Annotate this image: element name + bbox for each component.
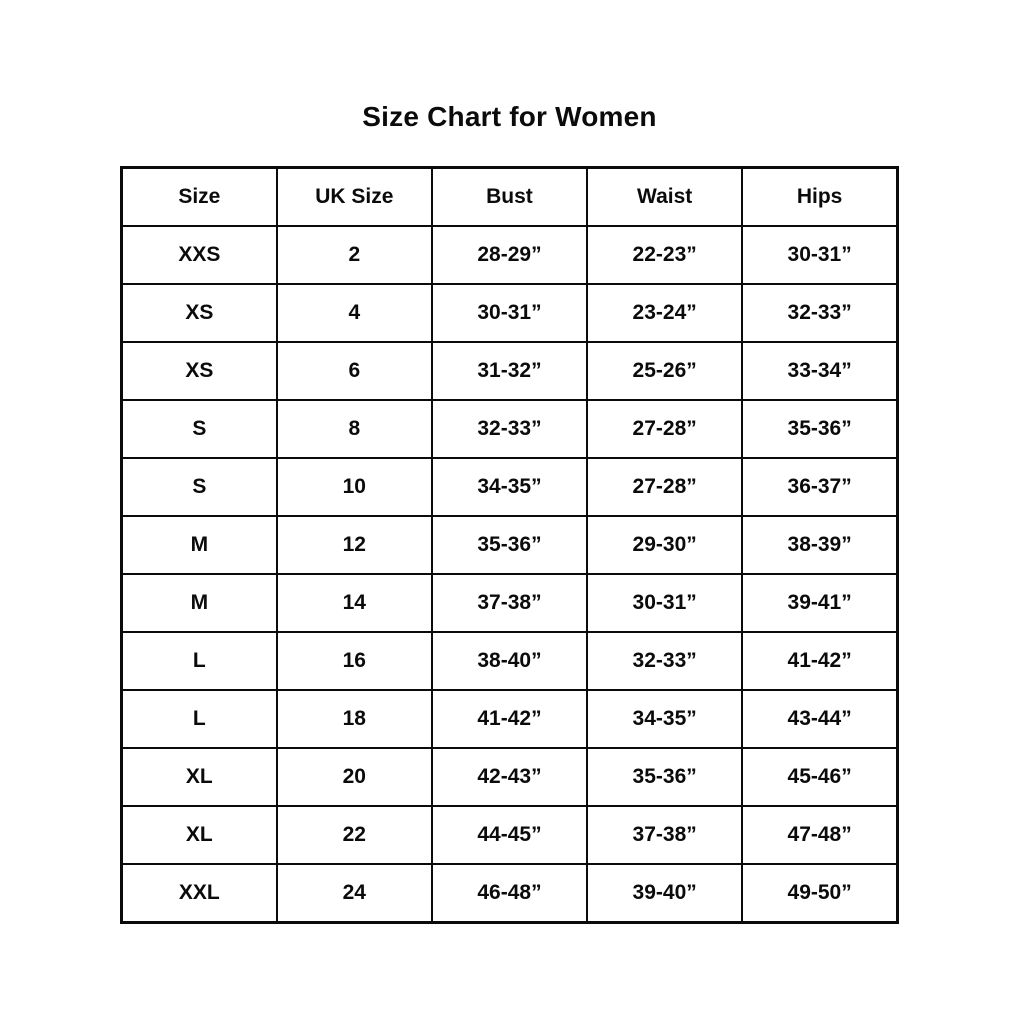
table-cell: 25-26” (586, 341, 744, 401)
table-row: XS 4 30-31” 23-24” 32-33” (120, 283, 899, 343)
table-cell: 44-45” (430, 805, 589, 865)
table-cell: L (120, 631, 278, 691)
table-cell: 2 (275, 225, 433, 285)
table-cell: 38-39” (741, 515, 899, 575)
table-cell: 47-48” (741, 805, 899, 865)
table-cell: 27-28” (586, 399, 744, 459)
table-cell: 35-36” (586, 747, 744, 807)
table-cell: 36-37” (741, 457, 899, 517)
table-cell: 37-38” (586, 805, 744, 865)
table-cell: 10 (275, 457, 433, 517)
table-cell: 22-23” (586, 225, 744, 285)
table-row: M 14 37-38” 30-31” 39-41” (120, 573, 899, 633)
table-body: XXS 2 28-29” 22-23” 30-31” XS 4 30-31” 23-24” 32-… (120, 225, 899, 924)
table-row: L 18 41-42” 34-35” 43-44” (120, 689, 899, 749)
table-cell: XXL (120, 863, 278, 924)
table-cell: 32-33” (586, 631, 744, 691)
column-header-hips: Hips (741, 166, 899, 227)
table-cell: 49-50” (741, 863, 899, 924)
table-cell: 30-31” (430, 283, 589, 343)
table-cell: 24 (275, 863, 433, 924)
table-cell: 43-44” (741, 689, 899, 749)
column-header-waist: Waist (586, 166, 744, 227)
table-cell: 37-38” (430, 573, 589, 633)
column-header-bust: Bust (430, 166, 589, 227)
size-chart-table: Size UK Size Bust Waist Hips XXS 2 28-29” 2… (120, 166, 899, 924)
table-cell: 30-31” (586, 573, 744, 633)
table-cell: 33-34” (741, 341, 899, 401)
table-row: XS 6 31-32” 25-26” 33-34” (120, 341, 899, 401)
table-cell: 39-40” (586, 863, 744, 924)
column-header-uk-size: UK Size (275, 166, 433, 227)
size-chart-container: Size Chart for Women Size UK Size Bust W… (120, 98, 899, 924)
table-cell: 39-41” (741, 573, 899, 633)
table-cell: 32-33” (430, 399, 589, 459)
table-cell: 34-35” (586, 689, 744, 749)
table-row: S 10 34-35” 27-28” 36-37” (120, 457, 899, 517)
table-cell: S (120, 399, 278, 459)
table-cell: 31-32” (430, 341, 589, 401)
table-cell: L (120, 689, 278, 749)
table-cell: 38-40” (430, 631, 589, 691)
table-cell: XXS (120, 225, 278, 285)
table-cell: M (120, 573, 278, 633)
table-cell: 30-31” (741, 225, 899, 285)
table-cell: 16 (275, 631, 433, 691)
table-cell: S (120, 457, 278, 517)
table-cell: 8 (275, 399, 433, 459)
table-cell: XL (120, 805, 278, 865)
table-cell: XS (120, 341, 278, 401)
table-cell: 42-43” (430, 747, 589, 807)
table-cell: 35-36” (430, 515, 589, 575)
page-title: Size Chart for Women (362, 101, 657, 132)
table-cell: 27-28” (586, 457, 744, 517)
table-row: XXL 24 46-48” 39-40” 49-50” (120, 863, 899, 924)
table-cell: 12 (275, 515, 433, 575)
table-cell: 46-48” (430, 863, 589, 924)
header-row: Size UK Size Bust Waist Hips (120, 166, 899, 227)
table-row: L 16 38-40” 32-33” 41-42” (120, 631, 899, 691)
table-cell: XL (120, 747, 278, 807)
table-row: M 12 35-36” 29-30” 38-39” (120, 515, 899, 575)
table-cell: 41-42” (741, 631, 899, 691)
table-cell: 34-35” (430, 457, 589, 517)
table-cell: 29-30” (586, 515, 744, 575)
column-header-size: Size (120, 166, 278, 227)
table-row: XXS 2 28-29” 22-23” 30-31” (120, 225, 899, 285)
table-cell: 14 (275, 573, 433, 633)
table-row: XL 20 42-43” 35-36” 45-46” (120, 747, 899, 807)
table-cell: 23-24” (586, 283, 744, 343)
table-cell: 22 (275, 805, 433, 865)
table-cell: 35-36” (741, 399, 899, 459)
table-cell: 28-29” (430, 225, 589, 285)
table-cell: 18 (275, 689, 433, 749)
table-cell: 6 (275, 341, 433, 401)
table-cell: 20 (275, 747, 433, 807)
table-cell: M (120, 515, 278, 575)
table-cell: 4 (275, 283, 433, 343)
table-row: XL 22 44-45” 37-38” 47-48” (120, 805, 899, 865)
table-cell: 32-33” (741, 283, 899, 343)
table-cell: XS (120, 283, 278, 343)
table-row: S 8 32-33” 27-28” 35-36” (120, 399, 899, 459)
table-header: Size UK Size Bust Waist Hips (120, 166, 899, 227)
table-cell: 45-46” (741, 747, 899, 807)
table-cell: 41-42” (430, 689, 589, 749)
